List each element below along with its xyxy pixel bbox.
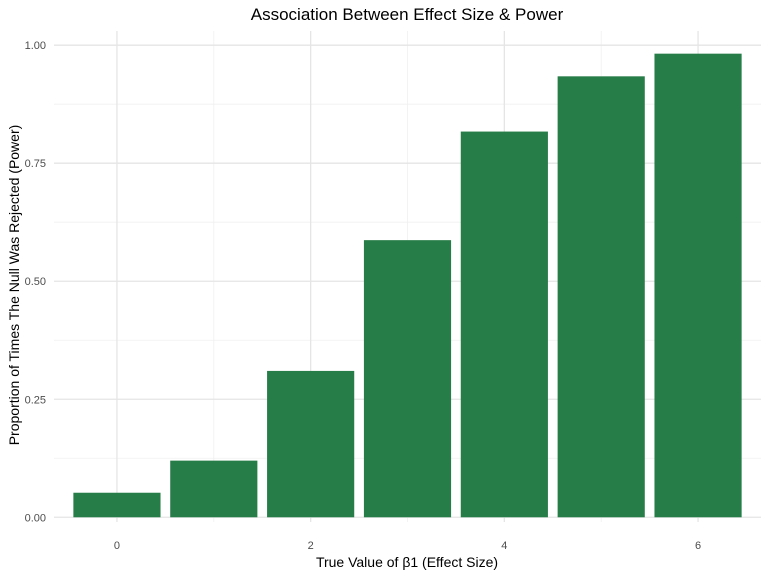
y-tick-label: 0.75 (25, 158, 46, 170)
x-axis-ticks: 0 2 4 6 (114, 540, 701, 552)
bar (267, 370, 355, 518)
bar (557, 76, 645, 518)
y-tick-label: 0.50 (25, 276, 46, 288)
bar (73, 492, 161, 518)
bar (363, 240, 452, 518)
x-tick-label: 4 (501, 540, 507, 552)
y-tick-label: 0.00 (25, 512, 46, 524)
y-axis-title: Proportion of Times The Null Was Rejecte… (6, 125, 22, 446)
x-axis-title: True Value of β1 (Effect Size) (316, 554, 498, 570)
bar (460, 131, 548, 518)
x-tick-label: 2 (308, 540, 314, 552)
x-tick-label: 0 (114, 540, 120, 552)
bars (73, 53, 742, 518)
y-tick-label: 0.25 (25, 394, 46, 406)
y-axis-ticks: 0.00 0.25 0.50 0.75 1.00 (25, 40, 46, 524)
x-tick-label: 6 (695, 540, 701, 552)
bar (170, 460, 258, 518)
y-tick-label: 1.00 (25, 40, 46, 52)
bar (654, 53, 742, 518)
chart-title: Association Between Effect Size & Power (251, 5, 564, 24)
